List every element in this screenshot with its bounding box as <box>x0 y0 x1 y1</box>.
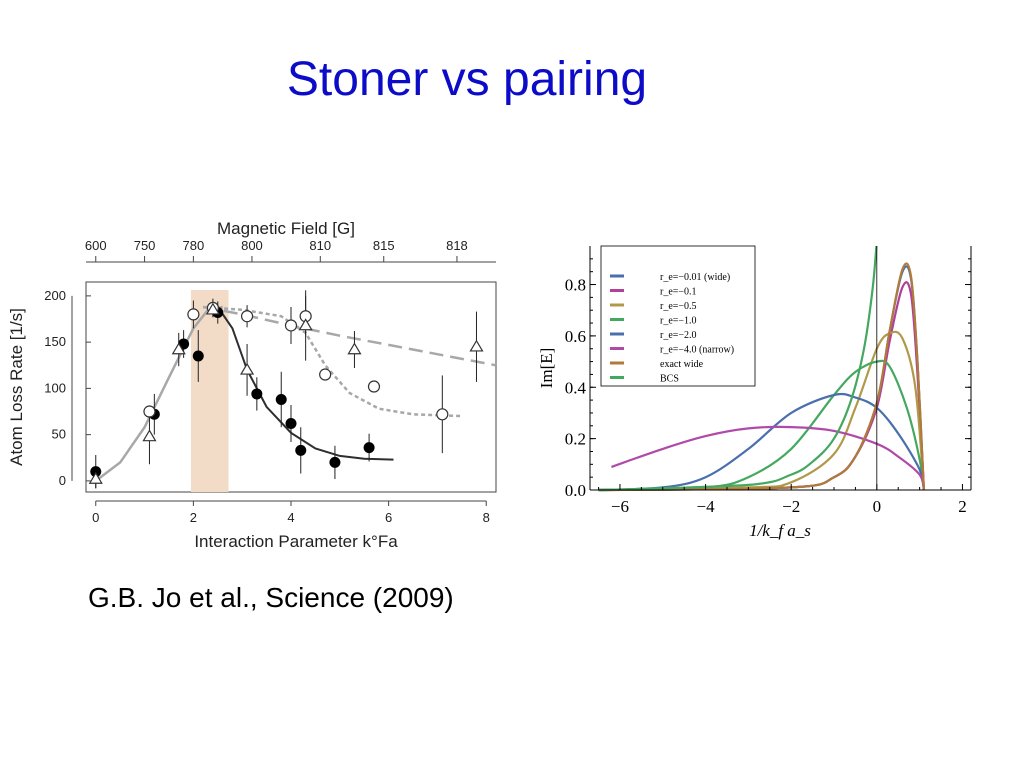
right-x-tick-label: −4 <box>697 497 716 516</box>
left-plot-frame <box>85 281 497 493</box>
left-top-ticks: 600 750 780 800 810 815 818 <box>85 238 496 263</box>
slide-title: Stoner vs pairing <box>286 53 648 106</box>
point-filled-circle <box>363 442 375 454</box>
point-open-triangle <box>171 342 186 355</box>
left-fit-curves <box>95 305 497 482</box>
left-chart-magnetic-field: 0 2 4 6 8 0 50 100 150 200 600 750 780 800 810 815 818… <box>7 219 497 551</box>
left-top-tick-label: 600 <box>85 238 107 253</box>
left-x-axis-label: Interaction Parameter k°Fa <box>194 532 398 551</box>
point-filled-circle <box>285 418 297 430</box>
legend-entry: r_e=−4.0 (narrow) <box>660 345 734 356</box>
point-open-triangle <box>347 342 362 355</box>
right-x-axis-label: 1/k_f a_s <box>749 521 811 540</box>
left-top-tick-label: 750 <box>134 238 156 253</box>
left-top-tick-label: 780 <box>183 238 205 253</box>
left-top-tick-label: 810 <box>309 238 331 253</box>
point-open-triangle <box>205 302 220 315</box>
point-open-circle <box>187 308 200 321</box>
left-y-tick-label: 200 <box>44 288 66 303</box>
left-x-ticks: 0 2 4 6 8 <box>92 500 490 525</box>
right-x-ticks: −6 −4 −2 0 2 <box>598 484 967 516</box>
right-x-tick-label: −2 <box>782 497 800 516</box>
right-y-tick-label: 0.6 <box>565 327 586 346</box>
point-filled-circle <box>329 456 341 468</box>
right-series-line <box>598 262 925 492</box>
legend-entry: exact wide <box>660 359 704 370</box>
right-y-tick-label: 0.4 <box>565 378 587 397</box>
left-top-axis-label: Magnetic Field [G] <box>217 219 355 238</box>
left-top-tick-label: 815 <box>373 238 395 253</box>
right-series-line <box>598 392 925 492</box>
point-open-circle <box>436 408 449 421</box>
right-chart-im-e: −6 −4 −2 0 2 0.0 0.2 0.4 0.6 0.8 r_e=−0.01 (wide… <box>537 245 972 540</box>
right-legend: r_e=−0.01 (wide) r_e=−0.1 r_e=−0.5 r_e=−1.0… <box>600 245 756 387</box>
right-y-tick-label: 0.8 <box>565 276 586 295</box>
right-plot-frame <box>589 246 972 491</box>
citation: G.B. Jo et al., Science (2009) <box>88 582 454 613</box>
fit-curve-dotted <box>203 305 462 418</box>
point-filled-circle <box>90 466 102 478</box>
left-x-tick-label: 6 <box>385 510 392 525</box>
point-open-triangle <box>240 362 255 375</box>
right-x-tick-label: 2 <box>958 497 967 516</box>
point-open-triangle <box>142 429 157 442</box>
right-series-line <box>598 359 925 492</box>
left-y-tick-label: 0 <box>59 473 66 488</box>
legend-entry: r_e=−0.01 (wide) <box>660 272 730 283</box>
legend-entry: r_e=−0.1 <box>660 287 697 298</box>
left-y-axis-label: Atom Loss Rate [1/s] <box>7 308 26 466</box>
left-data-points <box>88 301 484 484</box>
right-series-line <box>611 425 925 491</box>
point-open-circle <box>284 319 298 332</box>
legend-entry: r_e=−2.0 <box>660 330 697 341</box>
right-y-tick-label: 0.0 <box>565 481 586 500</box>
left-x-tick-label: 0 <box>92 510 99 525</box>
right-series-line <box>598 246 878 492</box>
left-highlight-band <box>190 290 229 492</box>
left-x-tick-label: 2 <box>190 510 197 525</box>
left-x-tick-label: 4 <box>287 510 294 525</box>
right-x-tick-label: −6 <box>611 497 629 516</box>
legend-entry: BCS <box>660 374 679 385</box>
right-y-ticks: 0.0 0.2 0.4 0.6 0.8 <box>565 258 971 500</box>
right-x-tick-label: 0 <box>873 497 882 516</box>
point-filled-circle <box>275 393 287 405</box>
point-open-triangle <box>88 471 103 484</box>
right-series-line <box>598 330 925 492</box>
point-open-circle <box>367 380 381 393</box>
point-open-triangle <box>298 318 313 331</box>
point-open-circle <box>319 368 332 381</box>
right-y-tick-label: 0.2 <box>565 430 586 449</box>
left-y-tick-label: 50 <box>52 427 66 442</box>
right-y-axis-label: Im[E] <box>537 348 556 389</box>
point-filled-circle <box>295 444 307 456</box>
legend-entry: r_e=−1.0 <box>660 316 697 327</box>
left-y-tick-label: 150 <box>44 334 66 349</box>
point-filled-circle <box>251 388 263 400</box>
highlight-band-rect <box>190 290 229 492</box>
point-open-circle <box>240 310 254 323</box>
point-filled-circle <box>192 350 204 362</box>
legend-entry: r_e=−0.5 <box>660 301 697 312</box>
fit-curve-dashed-long <box>202 305 497 367</box>
point-open-circle <box>143 405 156 418</box>
left-y-tick-label: 100 <box>44 380 66 395</box>
left-top-tick-label: 818 <box>446 238 468 253</box>
left-top-tick-label: 800 <box>241 238 263 253</box>
point-open-triangle <box>469 339 484 352</box>
left-x-tick-label: 8 <box>483 510 490 525</box>
left-y-ticks: 0 50 100 150 200 <box>44 288 91 488</box>
